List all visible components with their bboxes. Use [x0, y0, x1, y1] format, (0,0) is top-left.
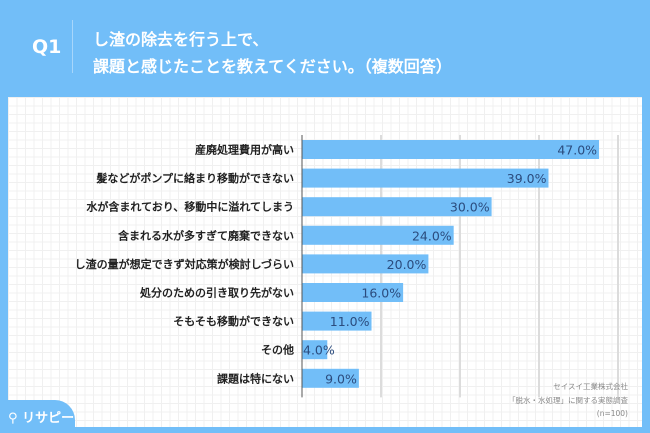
data-label: 20.0%	[387, 257, 427, 272]
data-label: 39.0%	[507, 171, 547, 186]
data-label: 4.0%	[303, 343, 335, 358]
bar	[302, 283, 404, 302]
data-label: 11.0%	[330, 314, 370, 329]
data-label: 24.0%	[412, 228, 452, 243]
bar	[302, 311, 372, 331]
category-label: 水が含まれており、移動中に溢れてしまう	[86, 200, 294, 214]
category-label: 髪などがポンプに絡まり移動ができない	[95, 171, 294, 185]
title-line-1: し渣の除去を行う上で、	[93, 30, 269, 49]
category-label: そもそも移動ができない	[173, 314, 294, 328]
category-label: 産廃処理費用が高い	[195, 143, 294, 157]
question-number: Q1	[32, 36, 62, 58]
data-label: 47.0%	[557, 143, 597, 158]
bar	[302, 225, 454, 245]
source-company: セイスイ工業株式会社	[553, 382, 628, 391]
logo: ⚲ リサピー	[0, 400, 75, 433]
bar	[302, 168, 549, 188]
pin-icon: ⚲	[8, 411, 18, 426]
data-label: 30.0%	[450, 200, 490, 215]
logo-text: リサピー	[22, 411, 75, 426]
bar	[302, 254, 429, 274]
sample-size: (n=100)	[596, 409, 628, 418]
category-label: 含まれる水が多すぎて廃棄できない	[117, 228, 294, 242]
header-divider	[72, 20, 73, 73]
bar	[302, 368, 359, 388]
data-label: 9.0%	[325, 371, 357, 386]
bar-chart: 産廃処理費用が高い 47.0% 髪などがポンプに絡まり移動ができない 39.0% 水が含…	[75, 135, 619, 398]
bar	[302, 140, 600, 159]
title-line-2: 課題と感じたことを教えてください。（複数回答）	[93, 57, 452, 76]
category-label: し渣の量が想定できず対応策が検討しづらい	[75, 257, 294, 271]
source-survey: 「脱水・水処理」に関する実態調査	[508, 396, 628, 405]
bar	[302, 340, 328, 360]
category-label: 課題は特にない	[217, 371, 294, 385]
category-label: 処分のための引き取り先がない	[139, 286, 294, 300]
bar	[302, 197, 492, 217]
category-label: その他	[261, 343, 294, 357]
chart-panel: 産廃処理費用が高い 47.0% 髪などがポンプに絡まり移動ができない 39.0% 水が含…	[8, 97, 642, 427]
data-label: 16.0%	[361, 286, 401, 301]
